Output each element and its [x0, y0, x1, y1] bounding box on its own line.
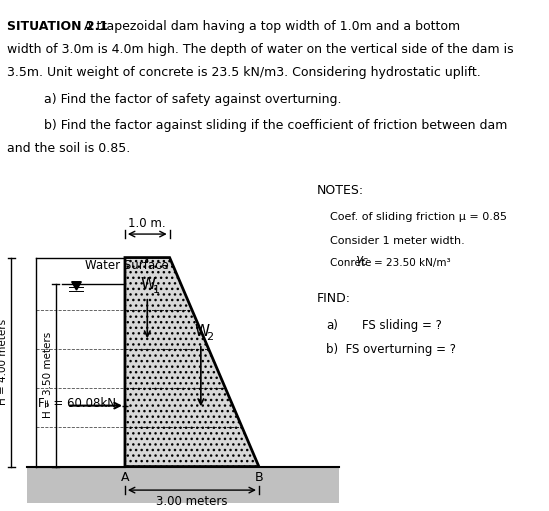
- Text: 3.5m. Unit weight of concrete is 23.5 kN/m3. Considering hydrostatic uplift.: 3.5m. Unit weight of concrete is 23.5 kN…: [7, 66, 481, 79]
- Text: H = 4.00 meters: H = 4.00 meters: [0, 319, 8, 405]
- Text: Fₚ = 60.08kN: Fₚ = 60.08kN: [38, 397, 116, 409]
- Text: A: A: [121, 471, 129, 484]
- Text: W: W: [194, 323, 209, 339]
- Text: A trapezoidal dam having a top width of 1.0m and a bottom: A trapezoidal dam having a top width of …: [80, 20, 460, 33]
- Text: and the soil is 0.85.: and the soil is 0.85.: [7, 142, 130, 154]
- Text: Coef. of sliding friction μ = 0.85: Coef. of sliding friction μ = 0.85: [330, 212, 507, 222]
- Text: a) Find the factor of safety against overturning.: a) Find the factor of safety against ove…: [44, 93, 341, 106]
- Text: FS sliding = ?: FS sliding = ?: [362, 319, 441, 332]
- Text: SITUATION 2.1: SITUATION 2.1: [7, 20, 108, 33]
- Text: = 23.50 kN/m³: = 23.50 kN/m³: [374, 258, 451, 268]
- Text: NOTES:: NOTES:: [317, 184, 364, 197]
- Text: 1.0 m.: 1.0 m.: [128, 217, 166, 230]
- Text: a): a): [326, 319, 338, 332]
- Text: b)  FS overturning = ?: b) FS overturning = ?: [326, 343, 456, 356]
- Text: b) Find the factor against sliding if the coefficient of friction between dam: b) Find the factor against sliding if th…: [44, 119, 507, 131]
- Text: W: W: [141, 276, 156, 292]
- Text: H = 3.50 meters: H = 3.50 meters: [43, 332, 53, 419]
- Text: 2: 2: [206, 332, 214, 342]
- Text: Consider 1 meter width.: Consider 1 meter width.: [330, 236, 465, 246]
- Text: 3.00 meters: 3.00 meters: [156, 495, 228, 508]
- Text: $\gamma_C$: $\gamma_C$: [355, 254, 369, 268]
- Polygon shape: [27, 467, 339, 503]
- Text: 1: 1: [153, 285, 160, 295]
- Text: B: B: [255, 471, 263, 484]
- Text: width of 3.0m is 4.0m high. The depth of water on the vertical side of the dam i: width of 3.0m is 4.0m high. The depth of…: [7, 43, 514, 56]
- Text: Conrete: Conrete: [330, 258, 375, 268]
- Text: FIND:: FIND:: [317, 292, 351, 305]
- Polygon shape: [125, 258, 259, 467]
- Text: Water Surface: Water Surface: [85, 259, 169, 272]
